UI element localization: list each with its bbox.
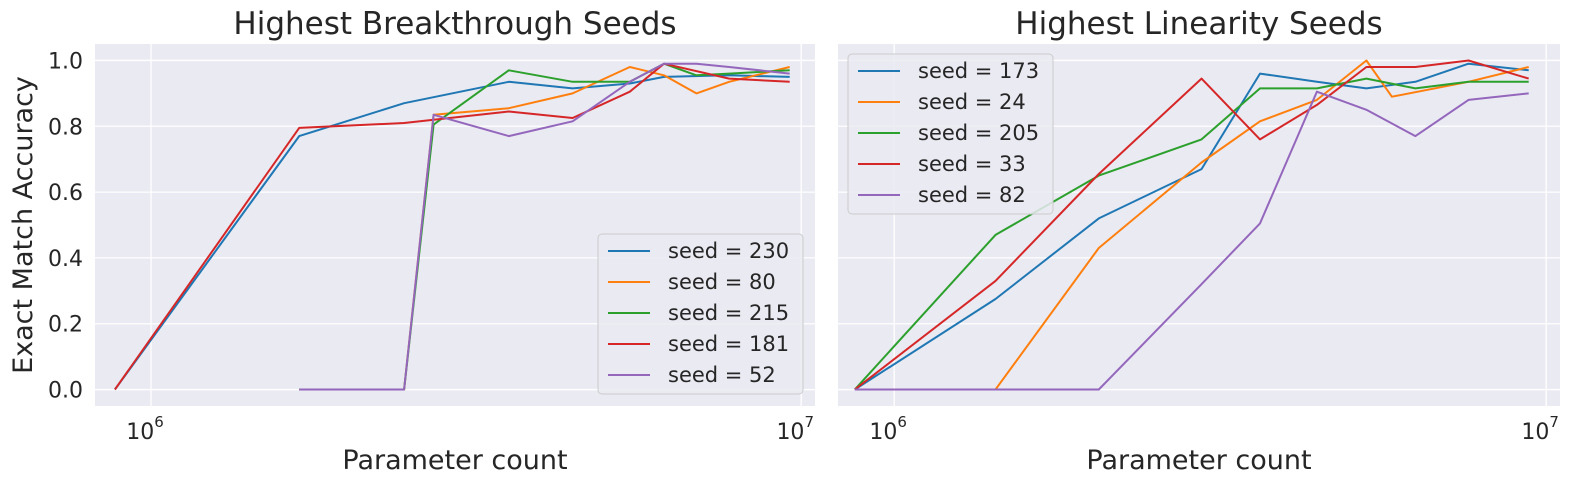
x-tick-labels: 106 107 <box>869 413 1559 445</box>
y-tick-label: 1.0 <box>48 49 83 74</box>
y-tick-label: 0.2 <box>48 313 83 338</box>
series-line-4 <box>299 62 790 391</box>
y-tick-label: 0.8 <box>48 115 83 140</box>
legend-label: seed = 230 <box>668 239 789 263</box>
x-axis-label: Parameter count <box>1086 445 1311 476</box>
y-tick-label: 0.4 <box>48 247 83 272</box>
legend-label: seed = 205 <box>918 121 1039 145</box>
legend-label: seed = 181 <box>668 332 789 356</box>
y-tick-label: 0.0 <box>48 379 83 404</box>
panel-breakthrough: Highest Breakthrough Seeds 0.00.20.40.60… <box>8 6 815 476</box>
legend-label: seed = 173 <box>918 59 1039 83</box>
series-line-0 <box>114 74 790 391</box>
legend: seed = 173 seed = 24 seed = 205 seed = 33 se… <box>847 53 1054 215</box>
grid-lines <box>95 44 815 406</box>
legend-label: seed = 52 <box>668 363 776 387</box>
x-axis-label: Parameter count <box>342 445 567 476</box>
chart-title: Highest Linearity Seeds <box>1015 6 1382 42</box>
series-line-3 <box>114 62 790 391</box>
legend: seed = 230 seed = 80 seed = 215 seed = 181 s… <box>597 233 804 395</box>
series-line-3 <box>854 59 1529 391</box>
legend-label: seed = 82 <box>918 183 1026 207</box>
y-tick-label: 0.6 <box>48 181 83 206</box>
x-tick-labels: 106 107 <box>126 413 814 445</box>
series-line-0 <box>854 62 1529 391</box>
x-tick-label: 106 <box>126 413 164 445</box>
legend-label: seed = 80 <box>668 270 776 294</box>
legend-label: seed = 33 <box>918 152 1026 176</box>
legend-frame <box>597 233 804 395</box>
legend-label: seed = 24 <box>918 90 1026 114</box>
y-tick-labels: 0.0 0.2 0.4 0.6 0.8 1.0 <box>48 49 83 403</box>
panel-linearity: Highest Linearity Seeds 106 107 Parameter… <box>838 6 1560 476</box>
series-line-4 <box>854 90 1529 391</box>
legend-label: seed = 215 <box>668 301 789 325</box>
y-axis-label: Exact Match Accuracy <box>8 76 39 374</box>
x-tick-label: 107 <box>1521 413 1559 445</box>
series-lines <box>114 62 790 391</box>
series-line-1 <box>994 59 1529 391</box>
x-tick-label: 106 <box>869 413 907 445</box>
legend-frame <box>847 53 1054 215</box>
x-tick-label: 107 <box>776 413 814 445</box>
chart-title: Highest Breakthrough Seeds <box>233 6 676 42</box>
